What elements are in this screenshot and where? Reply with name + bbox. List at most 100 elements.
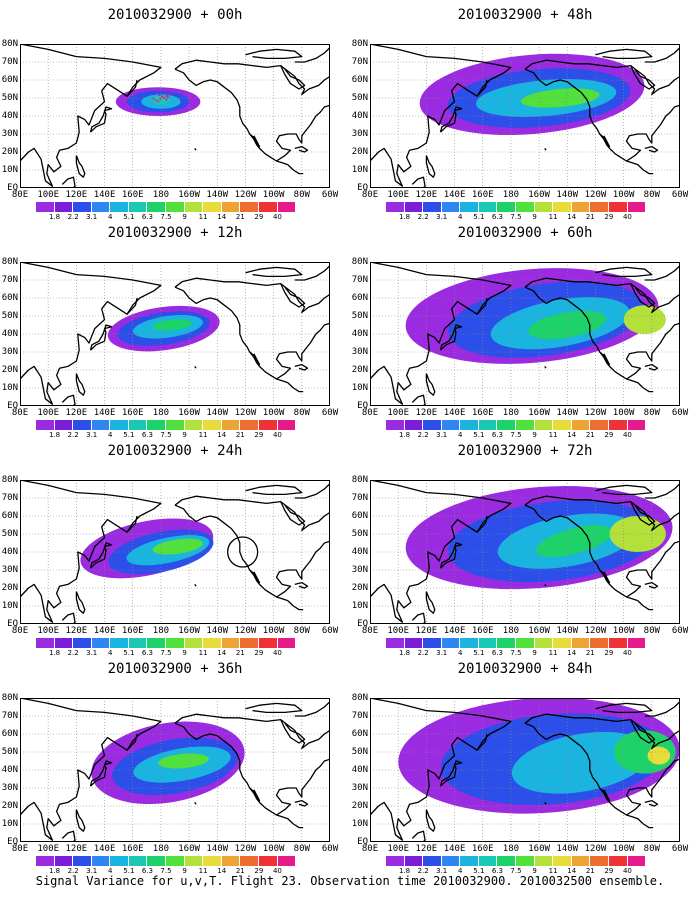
panel-title: 2010032900 + 60h (457, 225, 593, 241)
colorbar-swatch (386, 638, 405, 648)
longitude-label: 180 (502, 844, 520, 854)
colorbar-swatch (627, 856, 647, 866)
latitude-label: 60N (351, 511, 368, 521)
latitude-label: 20N (1, 801, 18, 811)
colorbar-swatch (240, 638, 259, 648)
coastline (595, 484, 653, 496)
longitude-label: 140W (206, 408, 229, 418)
colorbar-label: 40 (622, 213, 632, 221)
latitude-label: 20N (351, 147, 368, 157)
colorbar-label: 21 (235, 649, 245, 657)
longitude-label: 120W (584, 626, 607, 636)
coastline (174, 713, 330, 750)
colorbar-label: 3.1 (436, 431, 448, 439)
longitude-label: 120W (584, 408, 607, 418)
latitude-label: 40N (351, 765, 368, 775)
longitude-label: 180 (502, 408, 520, 418)
colorbar-swatch (497, 420, 517, 430)
colorbar-label: 6.3 (491, 213, 503, 221)
longitude-label: 60W (671, 844, 689, 854)
longitude-label: 140W (556, 626, 579, 636)
colorbar-swatch (534, 202, 554, 212)
colorbar-label: 3.1 (436, 867, 448, 875)
coastline (174, 495, 330, 532)
longitude-label: 140E (443, 626, 466, 636)
latitude-label: 60N (1, 293, 18, 303)
colorbar-label: 21 (235, 431, 245, 439)
latitude-label: 30N (1, 129, 18, 139)
coastline (75, 809, 86, 832)
coastline (644, 581, 659, 589)
longitude-label: 80W (643, 190, 660, 200)
latitude-label: 50N (1, 529, 18, 539)
longitude-label: 80E (11, 408, 29, 418)
colorbar-label: 14 (567, 213, 577, 221)
colorbar-swatch (166, 202, 185, 212)
colorbar-label: 21 (585, 867, 595, 875)
colorbar-label: 4 (108, 431, 113, 439)
latitude-label: 30N (351, 347, 368, 357)
colorbar-swatch (203, 638, 222, 648)
longitude-label: 80E (11, 626, 29, 636)
colorbar-swatch (240, 856, 259, 866)
latitude-label: 20N (351, 801, 368, 811)
longitude-label: 120W (584, 190, 607, 200)
colorbar-swatch (36, 420, 55, 430)
coastline (599, 133, 611, 148)
coastline (411, 830, 426, 842)
colorbar-label: 5.1 (123, 867, 135, 875)
longitude-label: 100E (387, 408, 410, 418)
coastline (249, 351, 261, 366)
coastline (294, 363, 309, 371)
longitude-label: 60W (671, 190, 689, 200)
longitude-label: 120E (65, 844, 88, 854)
coastline (174, 286, 304, 393)
latitude-label: EQ (7, 401, 18, 411)
coastline (524, 286, 654, 393)
coastline (370, 698, 512, 841)
longitude-label: 140W (206, 190, 229, 200)
colorbar-swatch (516, 856, 535, 866)
colorbar (36, 856, 297, 866)
coastline (476, 733, 488, 751)
colorbar-label: 5.1 (473, 867, 485, 875)
coastline (126, 515, 138, 533)
latitude-label: 60N (351, 75, 368, 85)
coastline (524, 59, 680, 96)
colorbar-label: 2.2 (67, 431, 79, 439)
longitude-label: 80E (11, 190, 29, 200)
map-frame (20, 480, 330, 624)
colorbar-swatch (147, 638, 167, 648)
longitude-label: 140E (443, 190, 466, 200)
colorbar-label: 11 (198, 649, 208, 657)
colorbar-swatch (534, 856, 554, 866)
longitude-label: 160W (178, 626, 200, 636)
colorbar-label: 40 (272, 867, 282, 875)
longitude-label: 160E (471, 626, 494, 636)
longitude-label: 80E (361, 408, 379, 418)
colorbar-label: 6.3 (491, 431, 503, 439)
coastline (75, 155, 86, 178)
colorbar-label: 9 (182, 213, 187, 221)
latitude-label: 20N (1, 147, 18, 157)
variance-map (370, 480, 680, 624)
colorbar-label: 3.1 (86, 213, 98, 221)
colorbar-swatch (516, 202, 535, 212)
longitude-label: 80E (11, 844, 29, 854)
colorbar-label: 29 (254, 867, 264, 875)
colorbar-swatch (460, 638, 479, 648)
colorbar-swatch (203, 856, 222, 866)
colorbar-label: 9 (182, 649, 187, 657)
latitude-label: 30N (351, 565, 368, 575)
longitude-label: 80E (361, 844, 379, 854)
longitude-label: 100E (37, 844, 60, 854)
colorbar-swatch (441, 638, 461, 648)
variance-map (20, 262, 330, 406)
longitude-label: 80W (293, 844, 310, 854)
latitude-label: 60N (351, 729, 368, 739)
coastline (524, 722, 654, 829)
colorbar-swatch (441, 856, 461, 866)
longitude-label: 100W (612, 190, 635, 200)
coastline (89, 106, 113, 133)
longitude-label: 100W (612, 408, 635, 418)
